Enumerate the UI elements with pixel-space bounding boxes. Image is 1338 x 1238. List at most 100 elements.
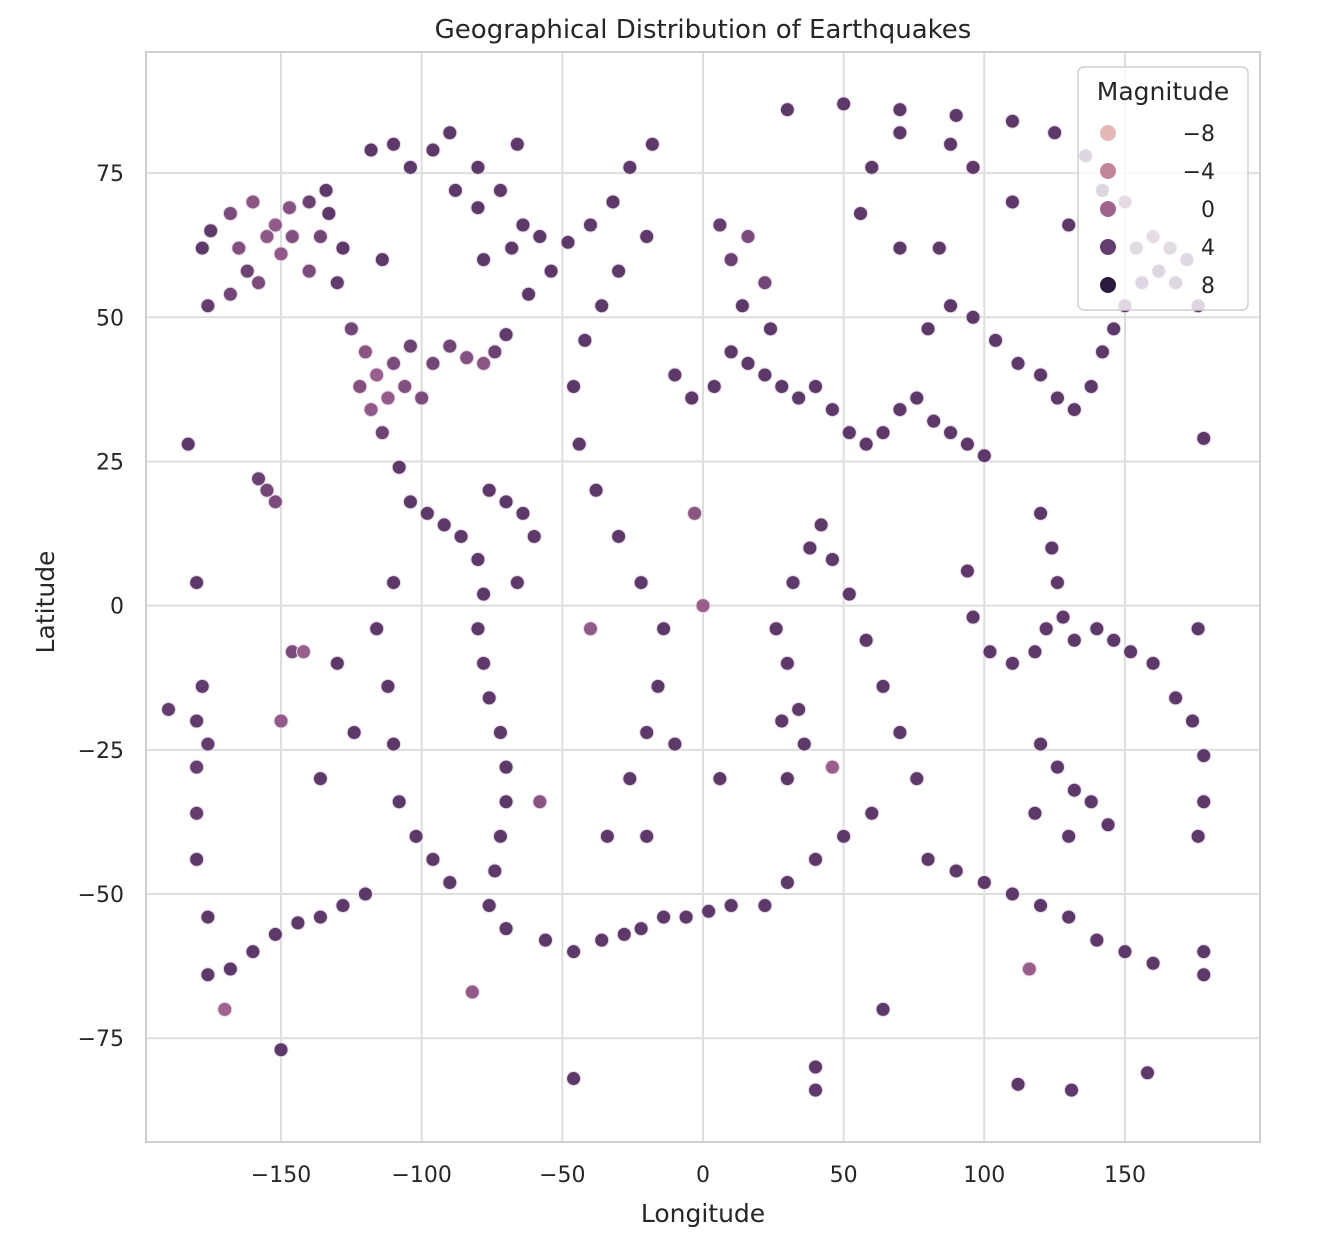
earthquake-point xyxy=(656,909,672,925)
earthquake-point xyxy=(639,229,655,245)
earthquake-point xyxy=(543,263,559,279)
earthquake-point xyxy=(605,194,621,210)
earthquake-point xyxy=(408,828,424,844)
earthquake-point xyxy=(1004,113,1020,129)
earthquake-point xyxy=(566,944,582,960)
earthquake-point xyxy=(470,552,486,568)
earthquake-point xyxy=(926,413,942,429)
earthquake-point xyxy=(273,1042,289,1058)
earthquake-point xyxy=(200,967,216,983)
earthquake-point xyxy=(1033,898,1049,914)
earthquake-point xyxy=(273,713,289,729)
earthquake-point xyxy=(509,136,525,152)
earthquake-point xyxy=(1094,344,1110,360)
earthquake-point xyxy=(532,229,548,245)
earthquake-point xyxy=(774,713,790,729)
earthquake-point xyxy=(470,200,486,216)
earthquake-point xyxy=(712,771,728,787)
earthquake-point xyxy=(498,494,514,510)
earthquake-point xyxy=(1100,817,1116,833)
earthquake-point xyxy=(363,402,379,418)
earthquake-point xyxy=(346,725,362,741)
earthquake-point xyxy=(1196,430,1212,446)
earthquake-point xyxy=(267,494,283,510)
earthquake-point xyxy=(582,621,598,637)
earthquake-point xyxy=(273,246,289,262)
earthquake-point xyxy=(380,390,396,406)
earthquake-point xyxy=(734,298,750,314)
earthquake-point xyxy=(526,528,542,544)
earthquake-point xyxy=(864,805,880,821)
x-tick-label: 50 xyxy=(830,1163,858,1188)
legend-label: 8 xyxy=(1201,274,1215,299)
earthquake-point xyxy=(414,390,430,406)
earthquake-point xyxy=(1004,886,1020,902)
earthquake-point xyxy=(808,1082,824,1098)
earthquake-point xyxy=(357,886,373,902)
earthquake-point xyxy=(1066,782,1082,798)
earthquake-point xyxy=(633,921,649,937)
earthquake-point xyxy=(537,932,553,948)
earthquake-point xyxy=(1196,967,1212,983)
earthquake-point xyxy=(498,327,514,343)
earthquake-point xyxy=(875,425,891,441)
earthquake-point xyxy=(442,338,458,354)
earthquake-point xyxy=(757,275,773,291)
earthquake-point xyxy=(267,217,283,233)
earthquake-point xyxy=(644,136,660,152)
earthquake-point xyxy=(222,286,238,302)
earthquake-point xyxy=(189,851,205,867)
y-tick-label: 25 xyxy=(96,450,124,475)
earthquake-point xyxy=(802,540,818,556)
earthquake-point xyxy=(875,678,891,694)
earthquake-point xyxy=(1061,909,1077,925)
x-tick-label: −50 xyxy=(539,1163,585,1188)
earthquake-point xyxy=(611,263,627,279)
earthquake-point xyxy=(667,367,683,383)
y-tick-label: −50 xyxy=(78,883,124,908)
earthquake-point xyxy=(582,217,598,233)
earthquake-point xyxy=(259,482,275,498)
earthquake-point xyxy=(532,794,548,810)
earthquake-point xyxy=(976,448,992,464)
earthquake-point xyxy=(1010,355,1026,371)
earthquake-point xyxy=(808,1059,824,1075)
earthquake-point xyxy=(684,390,700,406)
earthquake-point xyxy=(779,771,795,787)
earthquake-point xyxy=(200,298,216,314)
earthquake-point xyxy=(1196,794,1212,810)
earthquake-point xyxy=(943,425,959,441)
earthquake-point xyxy=(386,136,402,152)
earthquake-point xyxy=(566,378,582,394)
earthquake-point xyxy=(481,898,497,914)
legend-label: −4 xyxy=(1183,160,1215,185)
earthquake-point xyxy=(858,436,874,452)
earthquake-point xyxy=(189,759,205,775)
earthquake-point xyxy=(397,378,413,394)
earthquake-point xyxy=(723,344,739,360)
y-tick-label: 0 xyxy=(110,595,124,620)
earthquake-point xyxy=(180,436,196,452)
earthquake-point xyxy=(1010,1076,1026,1092)
earthquake-point xyxy=(1145,955,1161,971)
earthquake-point xyxy=(706,378,722,394)
earthquake-point xyxy=(965,309,981,325)
earthquake-point xyxy=(650,678,666,694)
earthquake-point xyxy=(959,563,975,579)
earthquake-point xyxy=(515,217,531,233)
scatter-points xyxy=(161,96,1212,1098)
legend-label: 0 xyxy=(1201,198,1215,223)
earthquake-point xyxy=(920,321,936,337)
earthquake-point xyxy=(892,102,908,118)
earthquake-point xyxy=(571,436,587,452)
earthquake-point xyxy=(1047,125,1063,141)
earthquake-point xyxy=(965,609,981,625)
earthquake-point xyxy=(419,505,435,521)
earthquake-point xyxy=(343,321,359,337)
earthquake-point xyxy=(329,655,345,671)
legend: Magnitude −8 −4 0 4 8 xyxy=(1077,66,1249,311)
earthquake-point xyxy=(1004,194,1020,210)
earthquake-point xyxy=(492,828,508,844)
earthquake-point xyxy=(1061,217,1077,233)
earthquake-point xyxy=(318,182,334,198)
